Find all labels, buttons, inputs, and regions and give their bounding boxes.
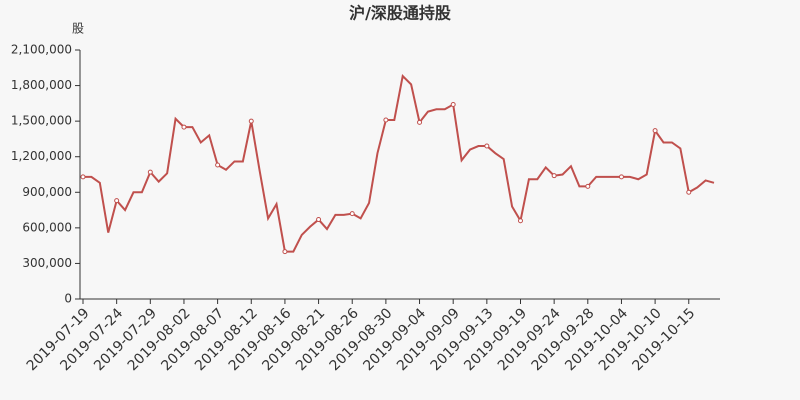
data-point bbox=[181, 124, 187, 130]
data-point bbox=[517, 218, 523, 224]
data-point bbox=[417, 119, 423, 125]
data-point bbox=[618, 174, 624, 180]
data-point bbox=[316, 217, 322, 223]
data-point bbox=[383, 117, 389, 123]
y-axis-label: 股 bbox=[72, 22, 84, 36]
chart-title: 沪/深股通持股 bbox=[349, 4, 452, 23]
data-point bbox=[450, 102, 456, 108]
data-point bbox=[147, 169, 153, 175]
data-point bbox=[80, 174, 86, 180]
y-tick-label: 1,800,000 bbox=[11, 78, 72, 92]
data-point bbox=[114, 198, 120, 204]
y-tick-label: 1,200,000 bbox=[11, 149, 72, 163]
data-line bbox=[83, 74, 715, 253]
data-point bbox=[248, 118, 254, 124]
y-tick-label: 300,000 bbox=[22, 256, 72, 270]
y-tick-label: 900,000 bbox=[22, 185, 72, 199]
data-point bbox=[484, 143, 490, 149]
y-tick-label: 600,000 bbox=[22, 220, 72, 234]
data-point bbox=[686, 189, 692, 195]
data-point bbox=[551, 173, 557, 179]
data-point bbox=[282, 249, 288, 255]
y-tick-label: 2,100,000 bbox=[11, 43, 72, 57]
y-tick-label: 0 bbox=[64, 292, 72, 306]
data-point bbox=[585, 183, 591, 189]
data-point bbox=[349, 211, 355, 217]
data-point bbox=[215, 162, 221, 168]
y-tick-label: 1,500,000 bbox=[11, 114, 72, 128]
data-point bbox=[652, 128, 658, 134]
